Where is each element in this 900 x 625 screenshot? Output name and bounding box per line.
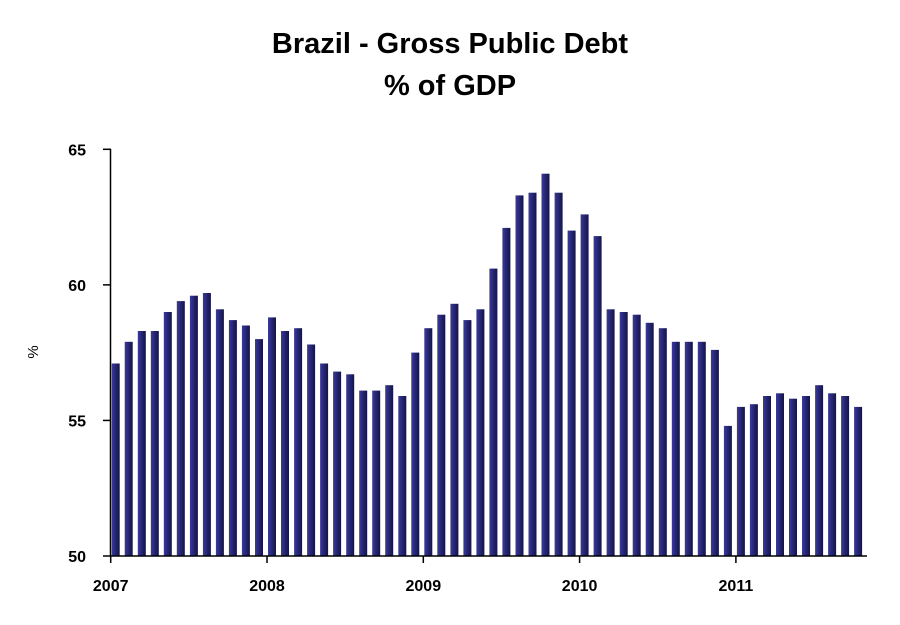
bar <box>606 309 615 556</box>
bar <box>320 363 329 556</box>
y-ticks: 50 55 60 65 <box>68 142 111 566</box>
chart-title: Brazil - Gross Public Debt <box>271 28 629 60</box>
bar <box>241 325 250 556</box>
bar <box>202 293 211 556</box>
bar <box>541 173 550 556</box>
bar <box>228 320 237 556</box>
bar <box>411 352 420 556</box>
y-tick-label: 65 <box>68 142 86 159</box>
bar <box>124 341 133 556</box>
bar <box>437 314 446 556</box>
bar <box>658 328 667 556</box>
bar <box>697 341 706 556</box>
bar <box>567 230 576 556</box>
x-tick-label: 2011 <box>719 578 754 595</box>
bar <box>554 192 563 556</box>
bar <box>333 371 342 556</box>
bar <box>854 406 863 556</box>
x-tick-label: 2008 <box>249 578 285 595</box>
bar <box>684 341 693 556</box>
bar <box>515 195 524 556</box>
bar <box>671 341 680 556</box>
bar <box>359 390 368 556</box>
bar <box>632 314 641 556</box>
bar <box>150 331 159 556</box>
bar <box>281 331 289 556</box>
bar <box>463 320 472 556</box>
bar <box>841 396 850 556</box>
bar <box>776 393 784 556</box>
y-tick-label: 50 <box>68 549 86 566</box>
bar <box>176 301 185 556</box>
bar <box>255 339 263 556</box>
bar <box>645 322 654 556</box>
bar <box>828 393 837 556</box>
bar <box>476 309 485 556</box>
x-tick-label: 2009 <box>406 578 442 595</box>
y-tick-label: 55 <box>68 413 86 430</box>
x-tick-label: 2010 <box>562 578 598 595</box>
x-tick-label: 2007 <box>93 578 129 595</box>
bar <box>749 404 758 556</box>
bar <box>385 385 394 556</box>
bar <box>294 328 303 556</box>
bar <box>580 214 589 556</box>
bar <box>710 349 719 556</box>
bar <box>619 312 628 556</box>
bar <box>789 398 797 556</box>
bar <box>372 390 381 556</box>
bar <box>307 344 316 556</box>
bar <box>215 309 224 556</box>
bar <box>189 295 198 556</box>
bar <box>163 312 172 556</box>
bar <box>424 328 433 556</box>
bar <box>346 374 355 556</box>
bar <box>815 385 824 556</box>
bar <box>763 396 771 556</box>
bar <box>398 396 407 556</box>
y-axis-label: % <box>25 345 42 358</box>
y-tick-label: 60 <box>68 278 86 295</box>
bar <box>593 236 602 556</box>
chart-subtitle: % of GDP <box>383 70 517 102</box>
bar <box>137 331 146 556</box>
bar <box>502 227 511 556</box>
bar <box>450 303 459 556</box>
bars-group <box>111 173 863 556</box>
x-ticks: 2007 2008 2009 2010 2011 <box>93 556 753 595</box>
bar <box>489 268 498 556</box>
bar <box>268 317 276 556</box>
bar <box>528 192 537 556</box>
bar <box>111 363 120 556</box>
bar <box>736 406 745 556</box>
bar <box>802 396 810 556</box>
bar <box>723 425 732 556</box>
